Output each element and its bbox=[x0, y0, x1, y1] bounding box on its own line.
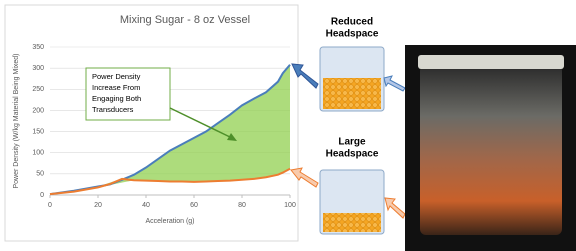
reduced-vessel bbox=[320, 47, 384, 111]
annotation-text: Transducers bbox=[92, 105, 134, 114]
figure: Mixing Sugar - 8 oz Vessel Acceleration … bbox=[0, 0, 576, 251]
y-tick-label: 200 bbox=[32, 107, 44, 114]
y-tick-label: 300 bbox=[32, 65, 44, 72]
y-axis-label: Power Density (W/kg Material Being Mixed… bbox=[13, 54, 20, 189]
x-tick-label: 40 bbox=[142, 202, 150, 209]
y-tick-label: 250 bbox=[32, 86, 44, 93]
x-tick-label: 0 bbox=[48, 202, 52, 209]
arrow-photo-top bbox=[384, 76, 405, 91]
arrow-photo-bottom bbox=[385, 198, 405, 218]
vessel-label: Large bbox=[338, 137, 366, 148]
annotation-text: Engaging Both bbox=[92, 94, 141, 103]
x-tick-label: 60 bbox=[190, 202, 198, 209]
chart-title: Mixing Sugar - 8 oz Vessel bbox=[120, 14, 250, 26]
x-tick-label: 80 bbox=[238, 202, 246, 209]
y-tick-label: 50 bbox=[36, 171, 44, 178]
annotation-text: Increase From bbox=[92, 83, 140, 92]
y-tick-label: 100 bbox=[32, 150, 44, 157]
x-axis-label: Acceleration (g) bbox=[145, 218, 194, 225]
vessel-label: Headspace bbox=[326, 149, 379, 160]
vessel-label: Reduced bbox=[331, 17, 373, 28]
large-vessel bbox=[320, 170, 384, 234]
y-tick-label: 350 bbox=[32, 44, 44, 51]
x-tick-label: 100 bbox=[284, 202, 296, 209]
x-tick-label: 20 bbox=[94, 202, 102, 209]
vessel-label: Headspace bbox=[326, 29, 379, 40]
photo bbox=[405, 45, 576, 251]
annotation-text: Power Density bbox=[92, 72, 141, 81]
y-tick-label: 0 bbox=[40, 192, 44, 199]
y-tick-label: 150 bbox=[32, 128, 44, 135]
